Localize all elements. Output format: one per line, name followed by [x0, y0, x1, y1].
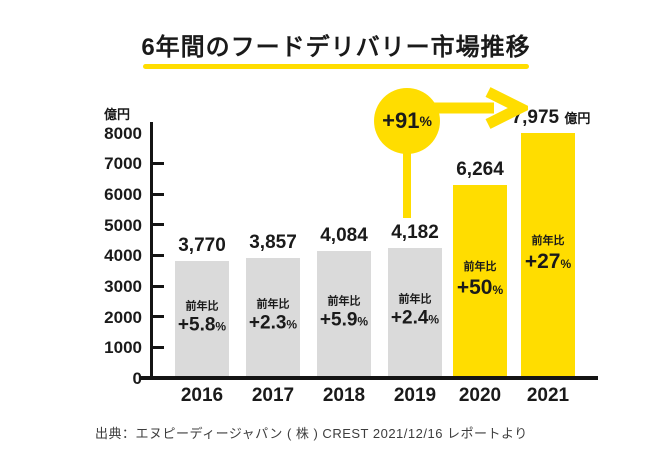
yoy-label: 前年比 +2.4%	[388, 293, 442, 332]
bar-2021: 前年比 +27%	[521, 133, 575, 376]
bar-2017: 前年比 +2.3%	[246, 258, 300, 376]
yoy-prefix: 前年比	[531, 234, 565, 247]
y-axis-tick-label: 3000	[104, 277, 142, 296]
bubble-pointer-line	[403, 150, 411, 218]
bar-value-label: 4,182	[391, 222, 439, 243]
growth-arrow-icon	[434, 87, 528, 129]
bar-2016: 前年比 +5.8%	[175, 261, 229, 376]
percent-sign: %	[560, 257, 572, 271]
y-axis-tickmark	[151, 162, 164, 165]
bar-value-label: 4,084	[320, 225, 368, 246]
x-axis-label-2020: 2020	[458, 385, 502, 406]
y-axis-tick-label: 4000	[104, 246, 142, 265]
x-axis-label-2021: 2021	[526, 385, 570, 406]
yoy-prefix: 前年比	[185, 300, 219, 313]
growth-bubble-value: +91	[382, 108, 420, 133]
yoy-prefix: 前年比	[398, 293, 432, 306]
yoy-value: +5.8	[177, 314, 216, 336]
y-axis-tick-label: 0	[132, 369, 142, 388]
y-axis-tick-label: 1000	[104, 338, 142, 357]
yoy-label: 前年比 +27%	[521, 234, 575, 276]
yoy-value: +50	[456, 276, 493, 299]
y-axis-tick-label: 7000	[104, 154, 142, 173]
y-axis-tick-label: 2000	[104, 308, 142, 327]
yoy-value: +2.4	[390, 307, 429, 329]
x-axis-label-2017: 2017	[251, 385, 295, 406]
source-citation: 出典：エヌピーディージャパン ( 株 ) CREST 2021/12/16 レポ…	[95, 426, 528, 441]
percent-sign: %	[286, 317, 298, 332]
yoy-prefix: 前年比	[463, 260, 497, 273]
yoy-label: 前年比 +2.3%	[246, 298, 300, 337]
y-axis-tickmark	[151, 285, 164, 288]
yoy-value: +2.3	[248, 312, 287, 334]
yoy-prefix: 前年比	[327, 295, 361, 308]
y-axis-tickmark	[151, 346, 164, 349]
yoy-value: +27	[524, 250, 561, 273]
bar-2018: 前年比 +5.9%	[317, 251, 371, 376]
percent-sign: %	[428, 312, 440, 327]
percent-sign: %	[419, 113, 432, 129]
growth-bubble: +91%	[374, 88, 440, 154]
bar-value-label: 3,857	[249, 232, 297, 253]
bar-2020: 前年比 +50%	[453, 185, 507, 376]
y-axis-tick-label: 8000	[104, 124, 142, 143]
y-axis-unit-label: 億円	[104, 107, 131, 122]
yoy-prefix: 前年比	[256, 298, 290, 311]
y-axis-tickmark	[151, 223, 164, 226]
x-axis-label-2018: 2018	[322, 385, 366, 406]
title-underline	[143, 64, 529, 69]
y-axis-tick-label: 6000	[104, 185, 142, 204]
percent-sign: %	[215, 319, 227, 334]
bar-value-label: 6,264	[456, 159, 504, 180]
x-axis-label-2019: 2019	[393, 385, 437, 406]
y-axis-line	[150, 122, 153, 378]
page-title: 6年間のフードデリバリー市場推移	[141, 34, 531, 61]
yoy-value: +5.9	[319, 309, 358, 331]
y-axis-tickmark	[151, 193, 164, 196]
y-axis-tickmark	[151, 254, 164, 257]
yoy-label: 前年比 +5.9%	[317, 294, 371, 333]
y-axis-tickmark	[151, 315, 164, 318]
x-axis-label-2016: 2016	[180, 385, 224, 406]
y-axis-tick-label: 5000	[104, 216, 142, 235]
yoy-label: 前年比 +50%	[453, 260, 507, 302]
percent-sign: %	[357, 314, 369, 329]
percent-sign: %	[492, 283, 504, 297]
bar-2019: 前年比 +2.4%	[388, 248, 442, 376]
bar-value-label: 3,770	[178, 235, 226, 256]
yoy-label: 前年比 +5.8%	[175, 299, 229, 338]
x-axis-line	[140, 376, 598, 380]
